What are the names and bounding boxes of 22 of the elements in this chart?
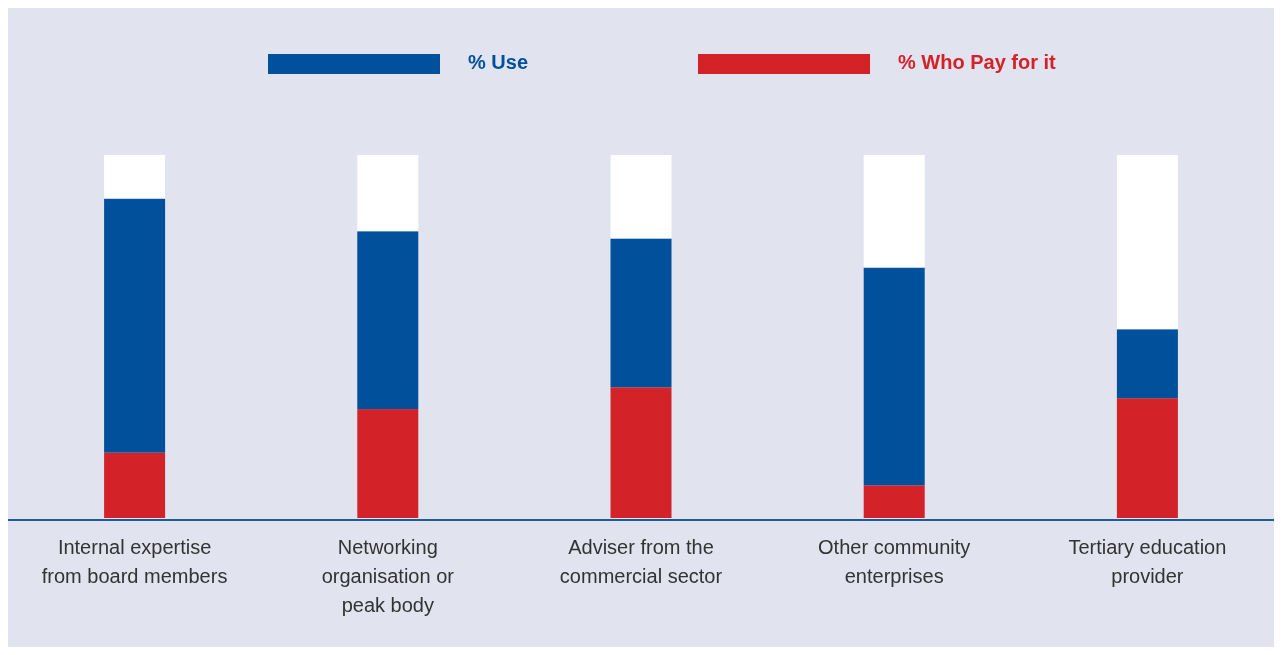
x-tick-label: Internal expertise from board members bbox=[41, 536, 228, 587]
x-tick-label: Networking organisation or peak body bbox=[321, 536, 455, 616]
bar bbox=[610, 238, 672, 388]
bar bbox=[863, 155, 925, 268]
x-tick-label: Tertiary education provider bbox=[1068, 536, 1227, 587]
bar bbox=[1116, 155, 1178, 330]
bar bbox=[863, 485, 925, 518]
bar bbox=[357, 409, 419, 518]
bar bbox=[610, 155, 672, 239]
x-tick-label: Other community enterprises bbox=[818, 536, 971, 587]
bar bbox=[863, 267, 925, 486]
bar bbox=[357, 231, 419, 410]
bar bbox=[104, 155, 166, 199]
x-tick-label: Adviser from the commercial sector bbox=[559, 536, 723, 587]
bar bbox=[104, 198, 166, 453]
text: % Use bbox=[468, 51, 529, 73]
bar bbox=[1116, 398, 1178, 518]
bar bbox=[1116, 329, 1178, 399]
text: % Who Pay for it bbox=[898, 51, 1057, 73]
bar bbox=[357, 155, 419, 232]
bar bbox=[610, 387, 672, 518]
bar bbox=[104, 452, 166, 518]
